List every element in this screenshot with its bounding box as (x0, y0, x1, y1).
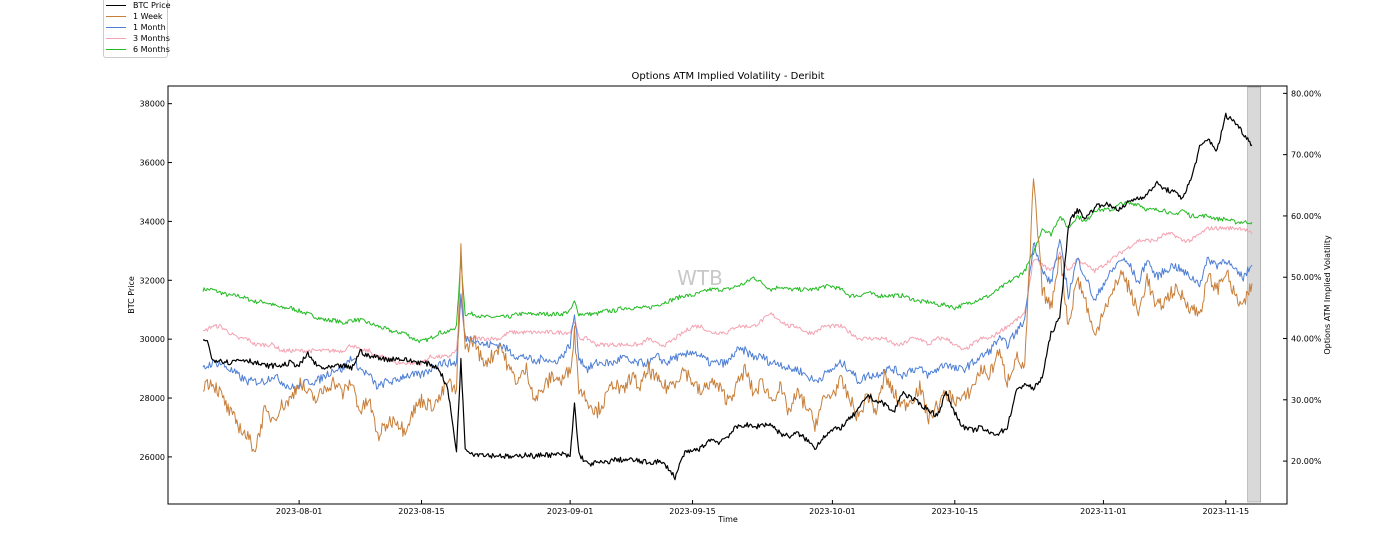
right-y-tick-label: 40.00% (1291, 335, 1322, 344)
legend-swatch (106, 38, 126, 39)
x-axis: 2023-08-01 2023-08-15 2023-09-01 2023-09-15… (276, 500, 1249, 516)
x-tick-label: 2023-09-15 (669, 507, 716, 516)
legend-label: BTC Price (133, 1, 171, 10)
left-y-tick-label: 32000 (140, 276, 165, 285)
legend-item: 1 Month (106, 22, 166, 33)
legend-label: 6 Months (133, 45, 170, 54)
series-line (202, 239, 1253, 392)
left-y-tick-label: 30000 (140, 335, 165, 344)
chart-title: Options ATM Implied Volatility - Deribit (632, 71, 825, 82)
left-y-tick-label: 34000 (140, 217, 165, 226)
series-layer (202, 112, 1253, 481)
legend-swatch (106, 49, 126, 50)
left-y-tick-label: 28000 (140, 394, 165, 403)
x-tick-label: 2023-10-01 (809, 507, 856, 516)
left-y-axis-label: BTC Price (127, 276, 136, 314)
legend-swatch (106, 16, 126, 17)
right-y-axis-label: Options ATM Implied Volatility (1323, 235, 1332, 355)
watermark: WTB (677, 266, 723, 290)
legend-label: 1 Week (133, 12, 163, 21)
x-tick-label: 2023-10-15 (932, 507, 979, 516)
right-y-tick-label: 60.00% (1291, 212, 1322, 221)
left-y-tick-label: 36000 (140, 159, 165, 168)
right-y-tick-label: 20.00% (1291, 457, 1322, 466)
x-tick-label: 2023-09-01 (547, 507, 594, 516)
right-y-tick-label: 70.00% (1291, 151, 1322, 160)
legend-swatch (106, 27, 126, 28)
x-axis-label: Time (717, 515, 738, 524)
series-line (202, 112, 1253, 481)
legend-swatch (106, 5, 126, 6)
x-tick-label: 2023-11-01 (1080, 507, 1127, 516)
series-line (202, 201, 1253, 344)
legend-item: 3 Months (106, 33, 170, 44)
legend-label: 1 Month (133, 23, 166, 32)
right-y-tick-label: 50.00% (1291, 273, 1322, 282)
left-y-tick-label: 26000 (140, 453, 165, 462)
legend-item: 6 Months (106, 44, 170, 55)
legend: BTC Price 1 Week 1 Month 3 Months 6 Mont… (103, 0, 171, 58)
left-y-axis: 26000 28000 30000 32000 34000 36000 38000 (140, 100, 172, 462)
right-y-axis: 20.00% 30.00% 40.00% 50.00% 60.00% 70.00% 80.0… (1283, 89, 1322, 466)
right-y-tick-label: 80.00% (1291, 89, 1322, 98)
x-tick-label: 2023-08-01 (276, 507, 323, 516)
legend-item: BTC Price (106, 0, 171, 11)
legend-item: 1 Week (106, 11, 163, 22)
plot-frame (167, 85, 1288, 505)
right-y-tick-label: 30.00% (1291, 396, 1322, 405)
series-line (203, 225, 1253, 366)
left-y-tick-label: 38000 (140, 100, 165, 109)
shaded-region (1247, 86, 1262, 503)
series-line (202, 178, 1253, 453)
x-tick-label: 2023-08-15 (398, 507, 445, 516)
legend-label: 3 Months (133, 34, 170, 43)
x-tick-label: 2023-11-15 (1203, 507, 1250, 516)
